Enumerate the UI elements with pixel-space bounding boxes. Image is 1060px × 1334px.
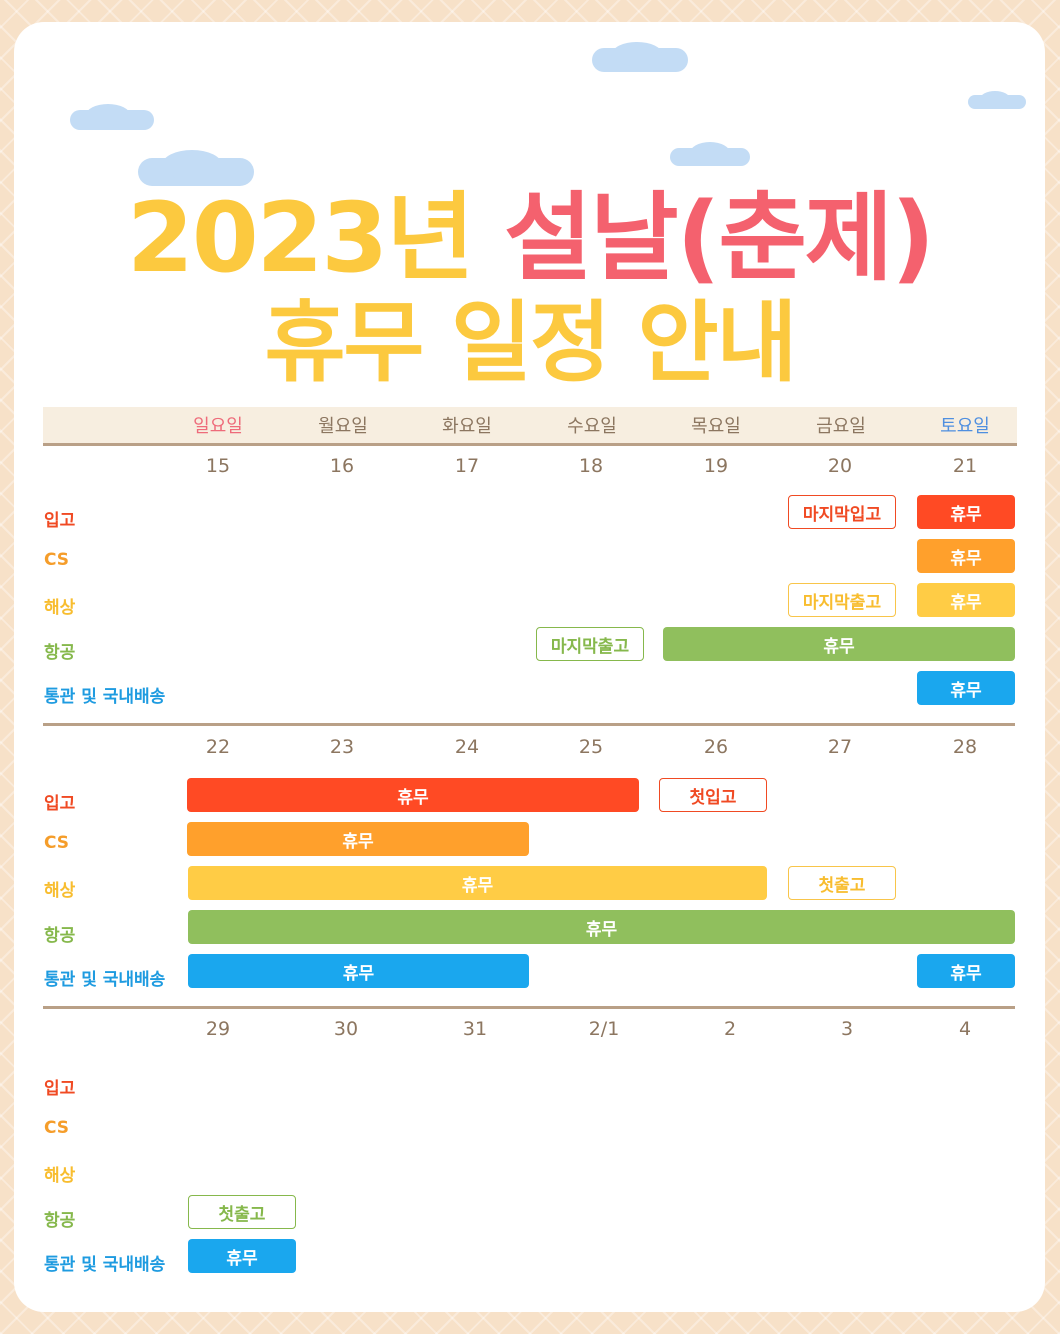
row-label-customs: 통관 및 국내배송 <box>44 687 166 707</box>
date-cell: 25 <box>578 736 604 758</box>
row-label-customs: 통관 및 국내배송 <box>44 970 166 990</box>
date-cell: 19 <box>703 455 729 477</box>
cloud-decoration <box>162 150 222 180</box>
date-cell: 23 <box>329 736 355 758</box>
schedule-bar-off: 휴무 <box>187 822 529 856</box>
row-label-cs: CS <box>44 833 70 853</box>
day-wednesday: 수요일 <box>567 416 617 437</box>
schedule-bar-off: 휴무 <box>917 495 1015 529</box>
day-thursday: 목요일 <box>691 416 741 437</box>
date-cell: 2 <box>723 1018 737 1040</box>
row-label-customs: 통관 및 국내배송 <box>44 1255 166 1275</box>
row-label-cs: CS <box>44 1118 70 1138</box>
schedule-bar-off: 휴무 <box>917 539 1015 573</box>
schedule-bar-first-shipment: 첫출고 <box>188 1195 296 1229</box>
date-cell: 4 <box>958 1018 972 1040</box>
title-year: 2023년 <box>127 182 504 294</box>
cloud-decoration <box>980 91 1010 107</box>
cloud-decoration <box>86 104 130 126</box>
date-cell: 20 <box>827 455 853 477</box>
date-cell: 31 <box>462 1018 488 1040</box>
schedule-bar-off: 휴무 <box>663 627 1015 661</box>
schedule-bar-off: 휴무 <box>187 778 639 812</box>
schedule-bar-off: 휴무 <box>188 910 1015 944</box>
date-cell: 27 <box>827 736 853 758</box>
schedule-bar-off: 휴무 <box>188 866 767 900</box>
date-cell: 28 <box>952 736 978 758</box>
schedule-card <box>14 22 1045 1312</box>
title-holiday: 설날(춘제) <box>503 182 935 294</box>
row-label-ipgo: 입고 <box>44 794 76 814</box>
date-cell: 16 <box>329 455 355 477</box>
row-label-hanggong: 항공 <box>44 643 76 663</box>
row-label-cs: CS <box>44 550 70 570</box>
page-subtitle: 휴무 일정 안내 <box>264 291 797 394</box>
row-label-haesang: 해상 <box>44 1166 76 1186</box>
date-cell: 24 <box>454 736 480 758</box>
day-tuesday: 화요일 <box>442 416 492 437</box>
day-sunday: 일요일 <box>193 416 243 437</box>
date-cell: 15 <box>205 455 231 477</box>
schedule-bar-first-ipgo: 첫입고 <box>659 778 767 812</box>
cloud-decoration <box>690 142 730 164</box>
schedule-bar-off: 휴무 <box>917 954 1015 988</box>
date-cell: 2/1 <box>588 1018 620 1040</box>
row-label-ipgo: 입고 <box>44 1079 76 1099</box>
row-label-hanggong: 항공 <box>44 1211 76 1231</box>
week-divider <box>43 723 1015 726</box>
weekday-header <box>43 407 1017 446</box>
date-cell: 21 <box>952 455 978 477</box>
row-label-ipgo: 입고 <box>44 511 76 531</box>
day-saturday: 토요일 <box>940 416 990 437</box>
row-label-haesang: 해상 <box>44 598 76 618</box>
schedule-bar-off: 휴무 <box>917 583 1015 617</box>
week-divider <box>43 1006 1015 1009</box>
schedule-bar-last-shipment: 마지막출고 <box>536 627 644 661</box>
schedule-bar-off: 휴무 <box>188 954 529 988</box>
date-cell: 26 <box>703 736 729 758</box>
day-friday: 금요일 <box>816 416 866 437</box>
date-cell: 3 <box>840 1018 854 1040</box>
schedule-bar-last-ipgo: 마지막입고 <box>788 495 896 529</box>
row-label-haesang: 해상 <box>44 881 76 901</box>
schedule-bar-last-shipment: 마지막출고 <box>788 583 896 617</box>
schedule-bar-first-shipment: 첫출고 <box>788 866 896 900</box>
schedule-bar-off: 휴무 <box>917 671 1015 705</box>
page-title: 2023년 설날(춘제) <box>0 160 1060 299</box>
date-cell: 18 <box>578 455 604 477</box>
day-monday: 월요일 <box>318 416 368 437</box>
date-cell: 17 <box>454 455 480 477</box>
date-cell: 22 <box>205 736 231 758</box>
date-cell: 30 <box>333 1018 359 1040</box>
row-label-hanggong: 항공 <box>44 926 76 946</box>
date-cell: 29 <box>205 1018 231 1040</box>
schedule-bar-off: 휴무 <box>188 1239 296 1273</box>
cloud-decoration <box>612 42 662 66</box>
